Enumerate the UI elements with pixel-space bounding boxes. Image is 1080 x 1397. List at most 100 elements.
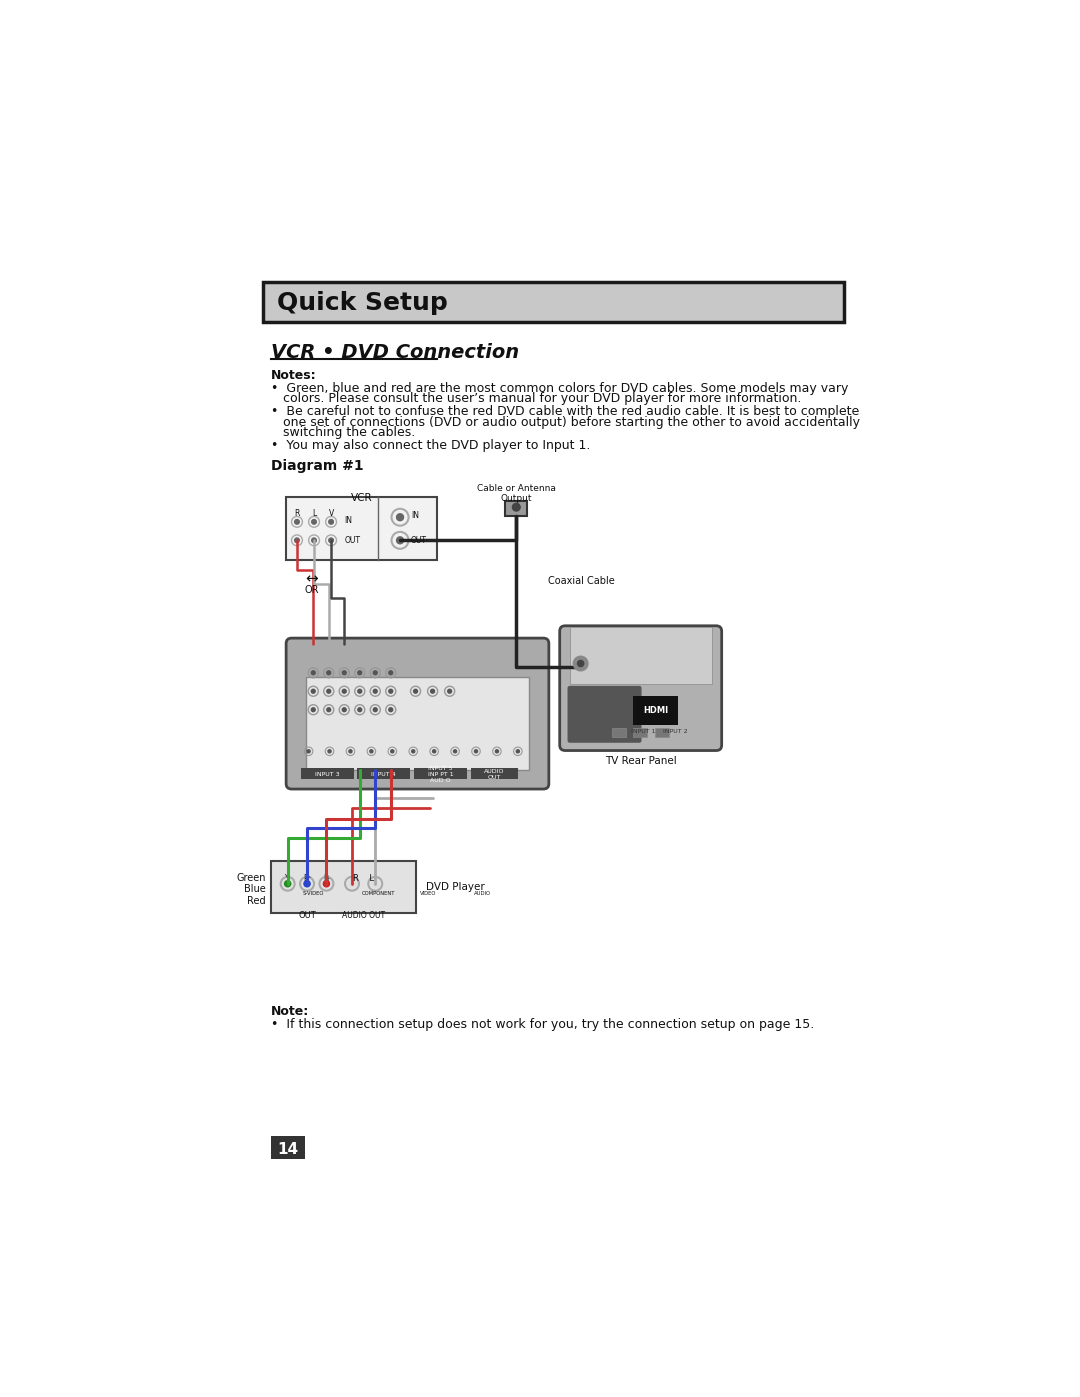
Circle shape (578, 661, 583, 666)
Text: TV Rear Panel: TV Rear Panel (605, 756, 676, 766)
Bar (301, 768, 353, 780)
Text: Cable or Antenna: Cable or Antenna (477, 485, 556, 493)
Circle shape (295, 538, 299, 542)
Text: 14: 14 (278, 1141, 298, 1157)
Text: Quick Setup: Quick Setup (276, 291, 447, 316)
Text: Pᵇ: Pᵇ (303, 873, 311, 883)
Bar (357, 768, 410, 780)
Circle shape (389, 671, 393, 675)
Circle shape (328, 520, 334, 524)
Circle shape (311, 671, 315, 675)
Text: V: V (328, 509, 334, 518)
Text: VCR: VCR (351, 493, 373, 503)
Bar (471, 768, 517, 780)
Circle shape (414, 689, 418, 693)
Circle shape (307, 750, 310, 753)
Circle shape (474, 750, 477, 753)
Text: Output: Output (500, 495, 532, 503)
Text: OUT: OUT (298, 911, 316, 921)
Text: INPUT 3: INPUT 3 (315, 773, 339, 777)
Bar (414, 768, 467, 780)
Circle shape (327, 708, 330, 711)
Circle shape (357, 708, 362, 711)
Circle shape (342, 708, 347, 711)
Circle shape (573, 657, 588, 671)
FancyBboxPatch shape (286, 638, 549, 789)
Text: R    L: R L (353, 873, 374, 883)
Text: Green: Green (237, 873, 266, 883)
Circle shape (396, 536, 404, 543)
Text: ↔: ↔ (306, 571, 319, 587)
Text: IN: IN (345, 517, 352, 525)
Text: Red: Red (247, 895, 266, 905)
Circle shape (512, 503, 521, 511)
FancyBboxPatch shape (271, 861, 416, 914)
Circle shape (496, 750, 499, 753)
Text: VCR • DVD Connection: VCR • DVD Connection (271, 344, 518, 362)
Circle shape (411, 750, 415, 753)
Circle shape (373, 880, 378, 887)
Circle shape (328, 538, 334, 542)
Text: Blue: Blue (244, 884, 266, 894)
Circle shape (342, 671, 347, 675)
Circle shape (295, 520, 299, 524)
Circle shape (328, 750, 332, 753)
Circle shape (323, 880, 329, 887)
Circle shape (312, 538, 316, 542)
Text: AUDIO: AUDIO (474, 891, 490, 897)
Circle shape (357, 689, 362, 693)
Circle shape (311, 689, 315, 693)
Circle shape (454, 750, 457, 753)
Bar (271, 1136, 305, 1160)
Text: INPUT 4: INPUT 4 (372, 773, 396, 777)
Text: AUDIO
OUT: AUDIO OUT (484, 768, 504, 780)
Circle shape (357, 671, 362, 675)
Text: one set of connections (DVD or audio output) before starting the other to avoid : one set of connections (DVD or audio out… (271, 415, 860, 429)
Text: •  If this connection setup does not work for you, try the connection setup on p: • If this connection setup does not work… (271, 1018, 814, 1031)
Text: Notes:: Notes: (271, 369, 316, 383)
Circle shape (312, 520, 316, 524)
Text: DVD Player: DVD Player (426, 882, 484, 891)
Bar (286, 497, 437, 560)
Circle shape (327, 689, 330, 693)
Text: S-VIDEO: S-VIDEO (302, 891, 324, 897)
Circle shape (374, 708, 377, 711)
Bar (656, 728, 669, 738)
FancyBboxPatch shape (559, 626, 721, 750)
Circle shape (389, 689, 393, 693)
Text: OR: OR (305, 584, 319, 595)
Circle shape (396, 514, 404, 521)
Circle shape (284, 880, 291, 887)
Bar (505, 502, 527, 517)
Text: VIDEO: VIDEO (420, 891, 436, 897)
Text: OUT: OUT (410, 535, 427, 545)
Circle shape (311, 708, 315, 711)
Text: INPUT 1: INPUT 1 (632, 729, 656, 733)
Circle shape (374, 671, 377, 675)
Text: switching the cables.: switching the cables. (271, 426, 415, 440)
Text: R: R (294, 509, 299, 518)
Circle shape (433, 750, 435, 753)
Text: Pᵣ: Pᵣ (323, 873, 329, 883)
Text: Diagram #1: Diagram #1 (271, 458, 363, 472)
Text: •  Be careful not to confuse the red DVD cable with the red audio cable. It is b: • Be careful not to confuse the red DVD … (271, 405, 859, 418)
Text: INPUT 5
INP PT 1
AUD O: INPUT 5 INP PT 1 AUD O (428, 766, 454, 782)
FancyBboxPatch shape (262, 282, 845, 321)
Text: HDMI: HDMI (644, 707, 669, 715)
Text: IN: IN (410, 511, 419, 520)
FancyBboxPatch shape (570, 627, 712, 683)
Circle shape (448, 689, 451, 693)
Text: OUT: OUT (345, 535, 361, 545)
Circle shape (349, 750, 352, 753)
Circle shape (342, 689, 347, 693)
FancyBboxPatch shape (568, 686, 640, 742)
Text: colors. Please consult the user’s manual for your DVD player for more informatio: colors. Please consult the user’s manual… (271, 393, 801, 405)
Circle shape (516, 750, 519, 753)
Text: Note:: Note: (271, 1006, 309, 1018)
Circle shape (391, 750, 394, 753)
Text: L: L (312, 509, 316, 518)
Bar (611, 728, 625, 738)
Bar (306, 678, 529, 770)
Circle shape (327, 671, 330, 675)
Text: •  You may also connect the DVD player to Input 1.: • You may also connect the DVD player to… (271, 439, 590, 451)
